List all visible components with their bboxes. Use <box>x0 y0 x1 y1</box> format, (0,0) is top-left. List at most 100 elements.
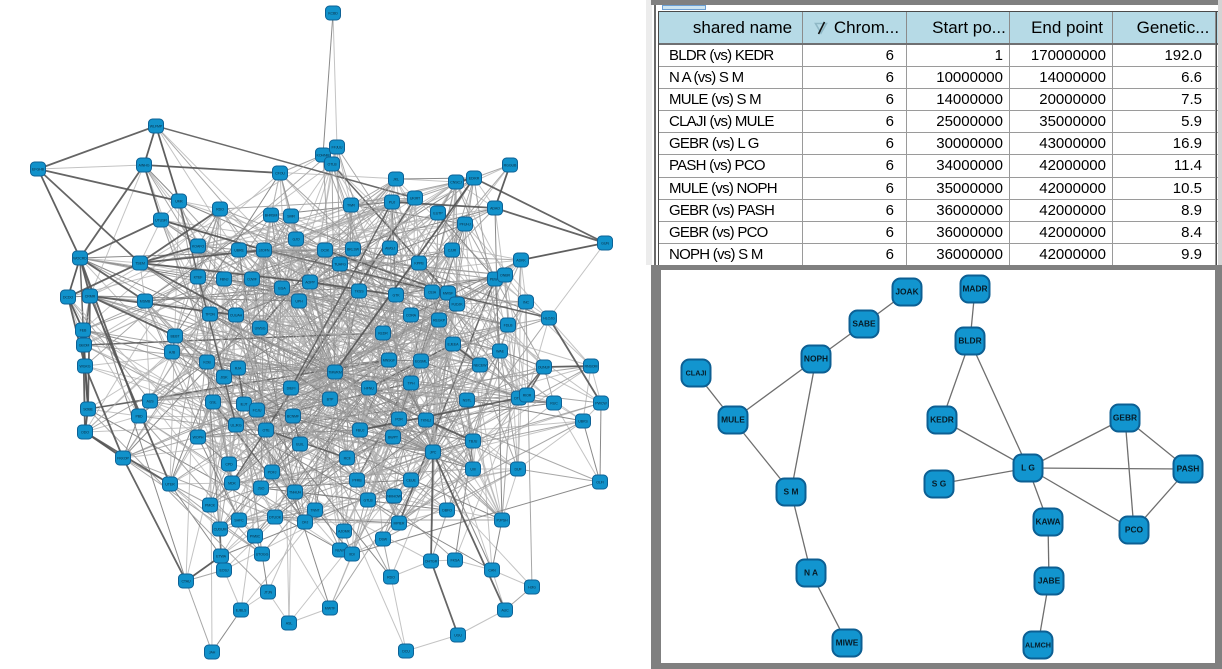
svg-text:CNSCJ: CNSCJ <box>450 181 462 185</box>
svg-text:PFRB: PFRB <box>352 479 362 483</box>
svg-text:JAH: JAH <box>209 651 216 655</box>
svg-text:ETWA: ETWA <box>216 555 227 559</box>
svg-text:BEBT: BEBT <box>171 335 181 339</box>
svg-text:KOHNM: KOHNM <box>317 154 330 158</box>
svg-text:PJPSH: PJPSH <box>496 519 508 523</box>
svg-text:BTP: BTP <box>327 398 334 402</box>
svg-text:INC: INC <box>523 301 529 305</box>
svg-text:CPD: CPD <box>225 463 233 467</box>
svg-text:KEDR: KEDR <box>378 332 388 336</box>
svg-text:AINHG: AINHG <box>139 164 150 168</box>
svg-text:UMK: UMK <box>175 200 183 204</box>
svg-text:FDLB: FDLB <box>504 324 513 328</box>
svg-text:SABE: SABE <box>852 319 876 329</box>
svg-text:MWTF: MWTF <box>325 607 336 611</box>
svg-text:ADKK: ADKK <box>516 259 526 263</box>
svg-text:WGKG: WGKG <box>80 365 91 369</box>
svg-text:BCNMF: BCNMF <box>287 415 300 419</box>
svg-text:EGA: EGA <box>278 287 286 291</box>
svg-text:TBJU: TBJU <box>469 440 478 444</box>
svg-text:OCIK: OCIK <box>321 249 330 253</box>
svg-text:OHTGR: OHTGR <box>425 560 438 564</box>
svg-text:EUIL: EUIL <box>296 443 304 447</box>
svg-text:TMWKM: TMWKM <box>328 371 342 375</box>
svg-text:CUUAH: CUUAH <box>230 314 243 318</box>
svg-text:L G: L G <box>1021 463 1035 473</box>
svg-text:CEIA: CEIA <box>428 291 437 295</box>
svg-text:MULE: MULE <box>721 415 745 425</box>
svg-text:KAWA: KAWA <box>1035 517 1060 527</box>
svg-text:EOSJ: EOSJ <box>220 569 229 573</box>
svg-text:EJBLS: EJBLS <box>236 609 247 613</box>
svg-text:EGSML: EGSML <box>415 360 427 364</box>
svg-text:CRMR: CRMR <box>85 295 96 299</box>
svg-text:KOAFO: KOAFO <box>192 245 204 249</box>
svg-text:DSW: DSW <box>379 538 388 542</box>
svg-text:WAE: WAE <box>496 350 504 354</box>
svg-text:UKIRT: UKIRT <box>410 197 421 201</box>
svg-text:AOPP: AOPP <box>305 281 315 285</box>
svg-text:RUC: RUC <box>550 402 558 406</box>
svg-text:GTLB: GTLB <box>364 499 374 503</box>
svg-text:NECEW: NECEW <box>474 364 488 368</box>
svg-text:GTK: GTK <box>392 294 400 298</box>
svg-text:JTJN: JTJN <box>264 591 272 595</box>
svg-text:IIDI: IIDI <box>349 553 354 557</box>
svg-text:CTAU: CTAU <box>181 580 191 584</box>
svg-text:POR: POR <box>395 418 403 422</box>
svg-text:AJOMK: AJOMK <box>338 530 351 534</box>
svg-text:TNNT: TNNT <box>310 509 320 513</box>
svg-text:ADAO: ADAO <box>490 207 500 211</box>
svg-text:MWSF: MWSF <box>443 292 454 296</box>
svg-text:FCJU: FCJU <box>253 409 262 413</box>
svg-text:JISK: JISK <box>220 376 228 380</box>
svg-text:FEB: FEB <box>80 329 87 333</box>
svg-text:MPIER: MPIER <box>394 522 405 526</box>
svg-text:REGKP: REGKP <box>433 319 446 323</box>
svg-text:NMHOW: NMHOW <box>387 495 402 499</box>
svg-text:GEBR: GEBR <box>1113 413 1137 423</box>
svg-text:RDO: RDO <box>216 208 224 212</box>
svg-text:DBFO: DBFO <box>442 509 452 513</box>
svg-text:HFNU: HFNU <box>364 387 374 391</box>
svg-text:OTLB: OTLB <box>328 163 338 167</box>
svg-text:OLFI: OLFI <box>596 481 604 485</box>
svg-text:GUN: GUN <box>601 242 609 246</box>
svg-text:BKLSW: BKLSW <box>347 248 360 252</box>
svg-text:FKSA: FKSA <box>451 559 461 563</box>
svg-text:FBNJ: FBNJ <box>220 278 229 282</box>
svg-text:AUS: AUS <box>146 400 154 404</box>
svg-text:JSO: JSO <box>258 487 265 491</box>
svg-text:EDIKR: EDIKR <box>469 177 480 181</box>
svg-text:CLAJI: CLAJI <box>686 369 707 378</box>
svg-text:CUDUM: CUDUM <box>214 528 227 532</box>
svg-text:UTUSR: UTUSR <box>155 219 167 223</box>
svg-text:AWGJ: AWGJ <box>385 247 395 251</box>
svg-text:WOCRD: WOCRD <box>73 257 87 261</box>
svg-text:WLFMP: WLFMP <box>150 125 163 129</box>
svg-text:DTUOK: DTUOK <box>269 516 282 520</box>
svg-text:POFJ: POFJ <box>268 471 277 475</box>
svg-text:PASH: PASH <box>1177 464 1200 474</box>
svg-text:RNSOM: RNSOM <box>585 365 598 369</box>
svg-text:TNHUH: TNHUH <box>289 491 302 495</box>
svg-text:PUJ: PUJ <box>389 201 396 205</box>
svg-text:GSL: GSL <box>210 401 217 405</box>
svg-text:RDO: RDO <box>387 576 395 580</box>
svg-text:ASL: ASL <box>286 622 293 626</box>
svg-text:KTEF: KTEF <box>194 276 204 280</box>
svg-text:ONBR: ONBR <box>500 274 510 278</box>
svg-text:SHFC: SHFC <box>234 519 244 523</box>
svg-text:UTOGG: UTOGG <box>256 553 269 557</box>
svg-text:UPH: UPH <box>295 300 303 304</box>
svg-text:TWR: TWR <box>347 204 355 208</box>
svg-text:OJWF: OJWF <box>247 278 258 282</box>
svg-text:S M: S M <box>784 487 799 497</box>
svg-text:SMR: SMR <box>287 215 295 219</box>
svg-text:CAN: CAN <box>488 569 496 573</box>
svg-text:JKL: JKL <box>393 178 399 182</box>
svg-text:MIWE: MIWE <box>836 638 859 648</box>
svg-text:RIOR: RIOR <box>523 394 532 398</box>
svg-text:JJOFN: JJOFN <box>259 249 270 253</box>
svg-text:TKSS: TKSS <box>355 290 365 294</box>
